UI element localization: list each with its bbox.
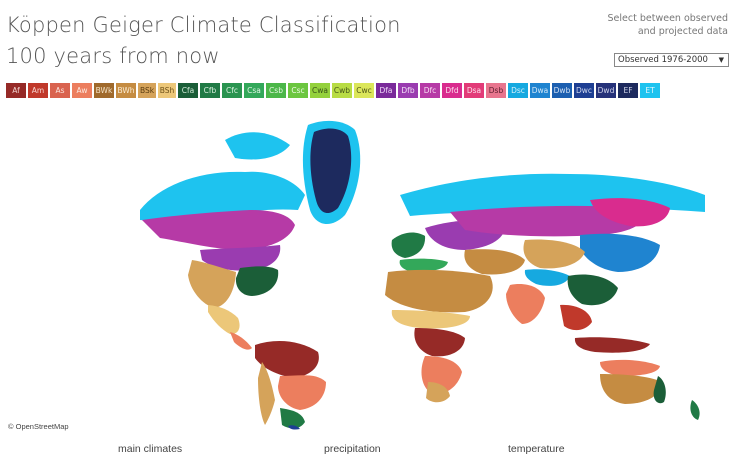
legend-chip-am[interactable]: Am [28, 83, 48, 98]
region-tibet-et [524, 269, 570, 286]
region-central-africa [414, 328, 465, 357]
region-north-america-dfb [200, 245, 281, 271]
tab-precipitation[interactable]: precipitation [324, 443, 381, 454]
legend-chip-csc[interactable]: Csc [288, 83, 308, 98]
legend-chip-bsk[interactable]: BSk [138, 83, 156, 98]
legend-chip-cfa[interactable]: Cfa [178, 83, 198, 98]
legend-chip-csa[interactable]: Csa [244, 83, 264, 98]
region-mediterranean [399, 258, 448, 272]
region-siberia-dfd [590, 198, 670, 227]
legend-chip-cfb[interactable]: Cfb [200, 83, 220, 98]
legend-chip-dfc[interactable]: Dfc [420, 83, 440, 98]
region-east-asia-dw [580, 233, 660, 272]
region-sahel [391, 310, 470, 329]
region-india [506, 284, 545, 324]
region-kalahari [426, 382, 450, 403]
legend-chip-dfd[interactable]: Dfd [442, 83, 462, 98]
selector-hint-line1: Select between observed [607, 13, 728, 24]
selector-hint-line2: and projected data [637, 26, 728, 37]
legend-chip-dwd[interactable]: Dwd [596, 83, 616, 98]
legend-chip-dsb[interactable]: Dsb [486, 83, 506, 98]
legend-chip-cwc[interactable]: Cwc [354, 83, 374, 98]
legend-chip-dsc[interactable]: Dsc [508, 83, 528, 98]
region-siberia-dfc [450, 205, 644, 237]
region-antarctic-speck [288, 425, 300, 430]
region-mexico [208, 305, 240, 335]
legend-chip-csb[interactable]: Csb [266, 83, 286, 98]
region-greenland-icecap [310, 128, 352, 214]
legend-chip-cwb[interactable]: Cwb [332, 83, 352, 98]
tab-temperature[interactable]: temperature [508, 443, 565, 454]
region-indonesia [574, 337, 650, 353]
legend-chip-dwa[interactable]: Dwa [530, 83, 550, 98]
region-south-america-aw [278, 375, 326, 410]
legend-chip-dwc[interactable]: Dwc [574, 83, 594, 98]
region-central-asia-arid [464, 249, 525, 275]
tab-main-climates[interactable]: main climates [118, 443, 183, 454]
page-subtitle: 100 years from now [6, 44, 220, 68]
legend-chip-et[interactable]: ET [640, 83, 660, 98]
legend-chip-cwa[interactable]: Cwa [310, 83, 330, 98]
world-climate-map[interactable] [130, 100, 730, 430]
region-us-cfa [235, 266, 279, 296]
period-dropdown[interactable]: Observed 1976-2000 ▼ [614, 53, 729, 67]
legend-chip-bwh[interactable]: BWh [116, 83, 136, 98]
region-amazon-af [255, 340, 319, 378]
region-sahara [385, 269, 493, 313]
map-attribution[interactable]: © OpenStreetMap [8, 422, 69, 431]
page-title: Köppen Geiger Climate Classification [6, 13, 401, 37]
legend-chip-bwk[interactable]: BWk [94, 83, 114, 98]
climate-legend: Af Am As Aw BWk BWh BSk BSh Cfa Cfb Cfc Csa Csb Csc Cw… [6, 83, 660, 98]
region-mongolia-arid [523, 239, 585, 269]
region-australia-north [600, 359, 660, 376]
region-china-cwa [567, 274, 618, 306]
selector-hint: Select between observed and projected da… [568, 12, 728, 38]
legend-chip-ef[interactable]: EF [618, 83, 638, 98]
legend-chip-dfb[interactable]: Dfb [398, 83, 418, 98]
chevron-down-icon: ▼ [718, 56, 724, 64]
region-central-america [230, 332, 252, 350]
dropdown-value: Observed 1976-2000 [618, 55, 708, 65]
legend-chip-aw[interactable]: Aw [72, 83, 92, 98]
region-north-america-tundra [140, 171, 305, 222]
legend-chip-dfa[interactable]: Dfa [376, 83, 396, 98]
legend-chip-dwb[interactable]: Dwb [552, 83, 572, 98]
region-us-west-arid [188, 260, 236, 308]
region-new-zealand [690, 400, 700, 420]
legend-chip-dsa[interactable]: Dsa [464, 83, 484, 98]
region-europe-cfb [391, 232, 426, 258]
region-se-asia [560, 304, 592, 331]
region-andes [258, 362, 275, 425]
region-arctic-islands [225, 132, 290, 160]
legend-chip-cfc[interactable]: Cfc [222, 83, 242, 98]
region-north-america-boreal [142, 210, 295, 250]
region-australia-interior [600, 374, 662, 404]
legend-chip-as[interactable]: As [50, 83, 70, 98]
region-australia-east [653, 376, 666, 404]
region-south-america-cf [280, 408, 305, 429]
legend-chip-bsh[interactable]: BSh [158, 83, 176, 98]
legend-chip-af[interactable]: Af [6, 83, 26, 98]
